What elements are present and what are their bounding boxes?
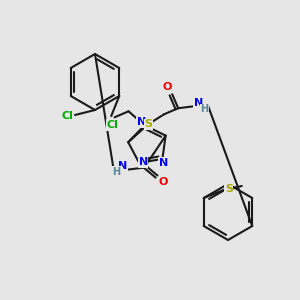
Text: N: N (194, 98, 203, 108)
Text: N: N (139, 157, 148, 167)
Text: N: N (159, 158, 168, 168)
Text: S: S (225, 184, 233, 194)
Text: O: O (159, 177, 168, 187)
Text: N: N (118, 160, 127, 171)
Text: S: S (144, 119, 152, 129)
Text: O: O (163, 82, 172, 92)
Text: N: N (137, 117, 146, 127)
Text: Cl: Cl (61, 111, 73, 121)
Text: H: H (112, 167, 121, 177)
Text: H: H (200, 104, 208, 114)
Text: Cl: Cl (106, 120, 118, 130)
